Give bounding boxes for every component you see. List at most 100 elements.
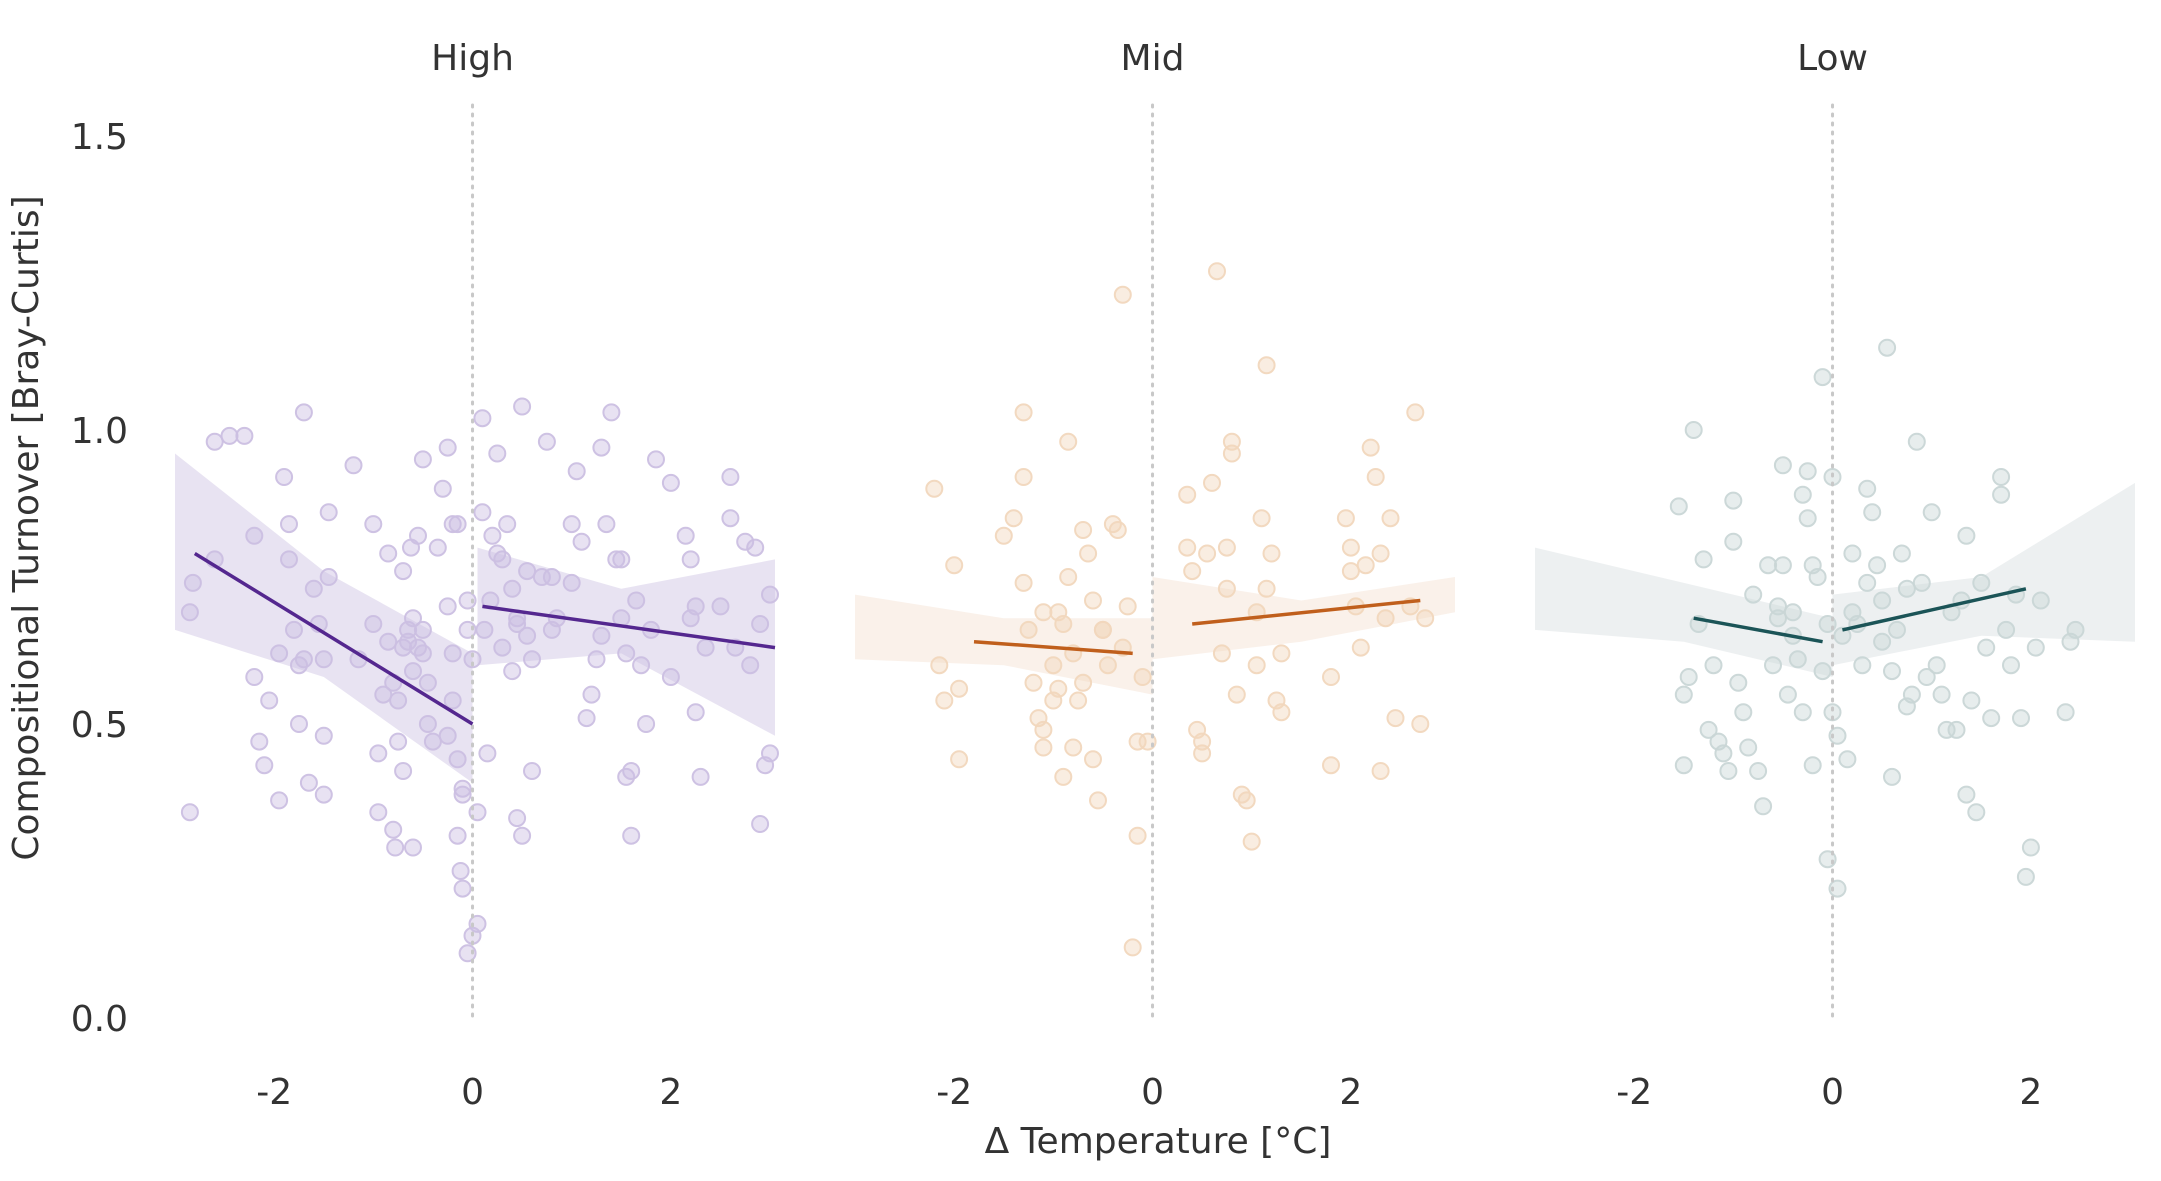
data-point (2056, 703, 2075, 722)
data-point (1014, 468, 1033, 486)
data-point (1272, 703, 1291, 722)
data-point (250, 732, 269, 751)
data-point (617, 644, 636, 663)
data-point (1997, 620, 2016, 639)
x-tick-label: 0 (461, 1072, 484, 1113)
data-point (1992, 468, 2011, 486)
data-point (1381, 509, 1400, 528)
data-point (205, 432, 224, 451)
data-point (413, 620, 432, 639)
data-point (433, 479, 452, 498)
data-point (1773, 556, 1792, 575)
data-point (418, 715, 437, 733)
data-point (1014, 403, 1033, 422)
data-point (2031, 591, 2050, 610)
data-point (294, 403, 313, 422)
y-axis: 0.0 0.5 1.0 1.5 (71, 117, 128, 1040)
data-point (443, 515, 462, 534)
data-point (1049, 679, 1068, 698)
y-axis-label: Compositional Turnover [Bray-Curtis] (6, 195, 47, 860)
data-point (592, 438, 611, 457)
data-point (1674, 685, 1693, 704)
data-point (622, 762, 641, 780)
data-point (1262, 544, 1281, 563)
data-point (1863, 503, 1882, 522)
data-point (386, 838, 405, 857)
data-point (1793, 703, 1812, 722)
data-point (319, 503, 338, 522)
data-point (637, 715, 656, 733)
data-point (1788, 650, 1807, 669)
data-point (1868, 556, 1887, 575)
data-point (384, 820, 403, 839)
data-point (1947, 720, 1966, 739)
data-point (1853, 656, 1872, 675)
data-point (1074, 521, 1093, 539)
data-point (945, 556, 964, 575)
data-point (681, 550, 700, 569)
data-point (285, 620, 303, 639)
data-point (1198, 544, 1217, 563)
data-point (369, 803, 388, 822)
data-point (1084, 750, 1102, 769)
data-point (423, 732, 442, 751)
data-point (1907, 432, 1926, 451)
data-point (1217, 579, 1236, 598)
data-point (1183, 562, 1202, 581)
data-point (1054, 767, 1073, 786)
data-point (1247, 656, 1266, 675)
x-tick-label: -2 (1616, 1072, 1652, 1113)
data-point (950, 679, 969, 698)
data-point (418, 673, 437, 692)
data-point (751, 615, 770, 633)
data-point (1014, 573, 1033, 592)
data-point (1808, 568, 1827, 586)
data-point (1838, 750, 1857, 769)
data-point (711, 597, 730, 616)
panel-title: Low (1797, 38, 1868, 79)
data-point (1322, 756, 1340, 775)
data-point (721, 509, 740, 528)
data-point (409, 526, 427, 545)
regression-line (1842, 587, 2027, 632)
data-point (448, 515, 467, 534)
data-point (1074, 673, 1093, 692)
data-point (451, 862, 470, 880)
data-point (270, 644, 289, 663)
data-point (1098, 656, 1117, 675)
data-point (290, 715, 308, 733)
data-point (473, 503, 492, 522)
data-point (1341, 538, 1360, 557)
data-point (1699, 720, 1718, 739)
data-point (1694, 550, 1713, 569)
y-tick-label: 0.5 (71, 705, 128, 746)
data-point (1729, 673, 1748, 692)
data-point (1178, 538, 1197, 557)
data-point (404, 609, 422, 628)
data-point (1386, 709, 1405, 728)
data-point (428, 538, 447, 557)
data-point (508, 809, 527, 828)
data-point (751, 815, 770, 833)
x-axis-label: Δ Temperature [°C] (985, 1121, 1332, 1162)
data-point (632, 656, 651, 675)
data-point (647, 450, 665, 469)
y-tick-label: 0.0 (71, 999, 128, 1040)
data-point (1992, 485, 2011, 504)
data-point (691, 767, 710, 786)
data-point (1724, 532, 1743, 551)
data-point (399, 632, 418, 651)
x-tick-label: -2 (936, 1072, 972, 1113)
data-point (319, 568, 338, 586)
data-point (1113, 285, 1132, 304)
regression-line (482, 604, 776, 650)
data-point (394, 762, 413, 780)
data-point (696, 638, 715, 657)
data-point (1371, 544, 1390, 563)
x-tick-label: 2 (2019, 1072, 2042, 1113)
data-point (1217, 538, 1236, 557)
data-point (1084, 591, 1102, 610)
data-point (1123, 938, 1142, 957)
data-point (1064, 738, 1083, 757)
data-point (503, 579, 522, 598)
